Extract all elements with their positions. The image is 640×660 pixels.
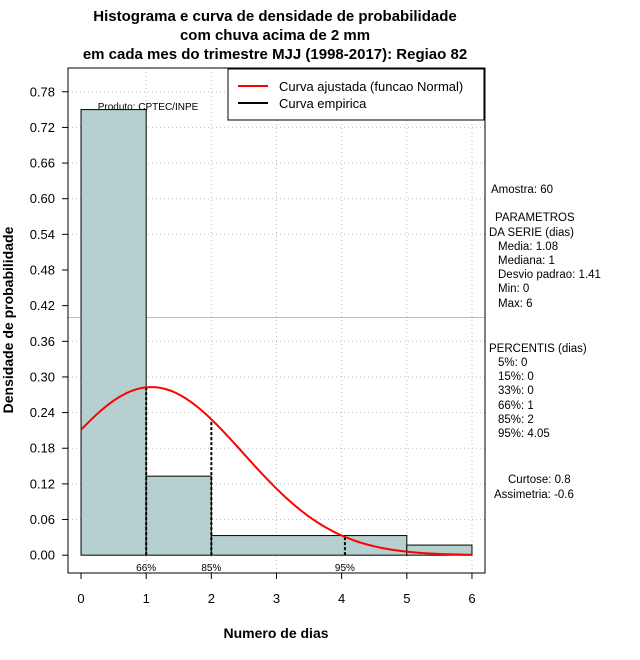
- param-max: Max: 6: [498, 298, 533, 310]
- chart-title-line-3: em cada mes do trimestre MJJ (1998-2017)…: [83, 46, 467, 63]
- x-tick-label: 4: [338, 591, 345, 606]
- legend: Curva ajustada (funcao Normal) Curva emp…: [227, 68, 485, 121]
- legend-box: [227, 68, 485, 121]
- legend-label-empirical: Curva empirica: [279, 96, 367, 111]
- y-tick-label: 0.42: [30, 298, 55, 313]
- normal-curve: [80, 386, 472, 556]
- percentile-label: 66%: [136, 563, 156, 574]
- y-axis-title: Densidade de probabilidade: [0, 226, 16, 413]
- curve-layer: [80, 386, 472, 556]
- y-tick-label: 0.36: [30, 334, 55, 349]
- y-axis: 0.00 0.06 0.12 0.18 0.24 0.30 0.36 0.42 0.48 0.54…: [30, 84, 69, 563]
- bars-layer: [80, 109, 473, 556]
- grid-layer: [68, 68, 485, 573]
- legend-label-normal: Curva ajustada (funcao Normal): [279, 79, 463, 94]
- y-tick-label: 0.12: [30, 476, 55, 491]
- params-title-1: PARAMETROS: [495, 212, 575, 224]
- x-axis: 0 1 2 3 4 5 6: [77, 572, 476, 606]
- y-tick-label: 0.78: [30, 84, 55, 99]
- param-median: Mediana: 1: [498, 255, 555, 267]
- param-min: Min: 0: [498, 283, 529, 295]
- percentil-95: 95%: 4.05: [498, 428, 550, 440]
- y-tick-label: 0.66: [30, 156, 55, 171]
- kurtosis: Curtose: 0.8: [508, 474, 571, 486]
- percentil-5: 5%: 0: [498, 357, 527, 369]
- histogram-bar: [145, 475, 212, 556]
- y-tick-label: 0.30: [30, 369, 55, 384]
- x-tick-label: 2: [208, 591, 215, 606]
- y-tick-label: 0.18: [30, 441, 55, 456]
- percentile-label: 85%: [201, 563, 221, 574]
- percentil-33: 33%: 0: [498, 385, 534, 397]
- y-tick-label: 0.54: [30, 227, 55, 242]
- percentil-85: 85%: 2: [498, 414, 534, 426]
- x-tick-label: 5: [403, 591, 410, 606]
- histogram-bar: [406, 544, 473, 556]
- percentil-15: 15%: 0: [498, 371, 534, 383]
- x-tick-label: 6: [468, 591, 475, 606]
- stats-panel: Amostra: 60 PARAMETROS DA SERIE (dias) M…: [489, 184, 601, 501]
- param-sd: Desvio padrao: 1.41: [498, 269, 601, 281]
- percentil-66: 66%: 1: [498, 400, 534, 412]
- y-tick-label: 0.72: [30, 120, 55, 135]
- percentis-title: PERCENTIS (dias): [489, 343, 587, 355]
- y-tick-label: 0.48: [30, 263, 55, 278]
- histogram-bar: [80, 109, 147, 556]
- percentile-markers: 66% 85% 95%: [136, 387, 355, 574]
- histogram-bar: [210, 535, 408, 556]
- sample-size: Amostra: 60: [491, 184, 553, 196]
- y-tick-label: 0.00: [30, 548, 55, 563]
- chart-title-line-1: Histograma e curva de densidade de proba…: [93, 8, 456, 25]
- y-tick-label: 0.24: [30, 405, 55, 420]
- params-title-2: DA SERIE (dias): [489, 227, 574, 239]
- y-tick-label: 0.06: [30, 512, 55, 527]
- x-tick-label: 1: [143, 591, 150, 606]
- skewness: Assimetria: -0.6: [494, 489, 574, 501]
- source-note: Produto: CPTEC/INPE: [98, 102, 199, 113]
- x-axis-title: Numero de dias: [223, 625, 328, 641]
- x-tick-label: 3: [273, 591, 280, 606]
- chart-title-line-2: com chuva acima de 2 mm: [180, 27, 370, 44]
- percentile-label: 95%: [335, 563, 355, 574]
- param-mean: Media: 1.08: [498, 241, 558, 253]
- y-tick-label: 0.60: [30, 191, 55, 206]
- x-tick-label: 0: [77, 591, 84, 606]
